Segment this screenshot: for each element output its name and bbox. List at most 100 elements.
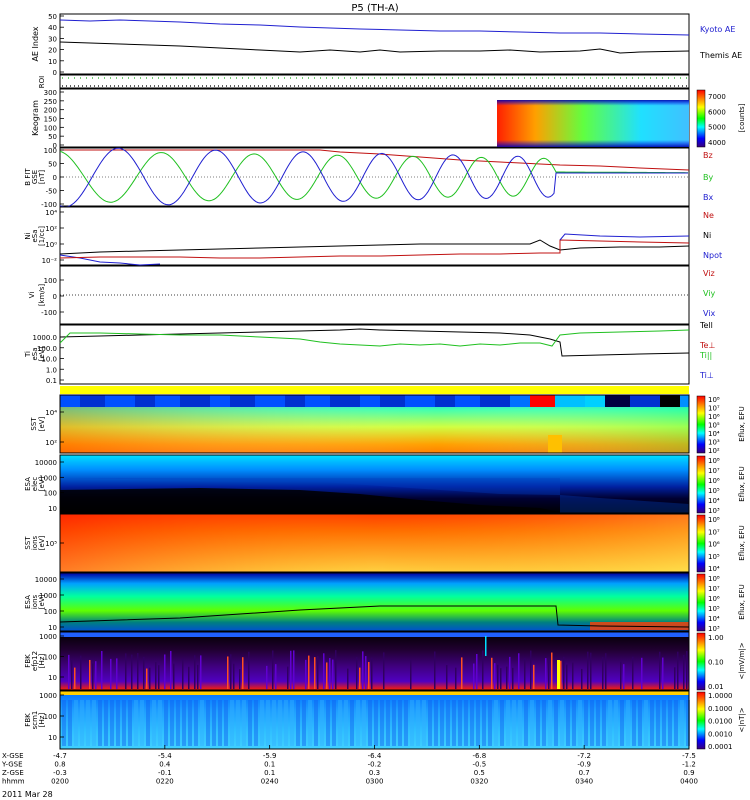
fbk-b-stripe — [266, 700, 270, 746]
fbk-e-stripe — [602, 657, 604, 689]
colorbar-tick-label: 10⁴ — [708, 615, 720, 623]
fbk-b-stripe — [404, 700, 408, 746]
fbk-e-stripe — [623, 664, 625, 689]
colorbar-tick-label: 0.1000 — [708, 705, 733, 713]
y-tick-label: 100 — [44, 713, 57, 721]
x-tick-label: -7.5 — [682, 752, 696, 760]
y-tick-label: 10² — [45, 225, 57, 233]
bfit-ylabel2: GSE — [31, 170, 39, 184]
fbk-e-stripe — [92, 663, 94, 689]
colorbar-tick-label: 10⁵ — [708, 422, 720, 430]
fbk-b-stripe — [536, 700, 540, 746]
y-tick-label: 10 — [48, 624, 57, 632]
colorbar-tick-label: 10⁷ — [708, 467, 720, 475]
fbk-e-stripe — [227, 656, 229, 689]
fbk-e-stripe — [491, 657, 493, 689]
fbk-e-stripe — [512, 667, 514, 689]
x-tick-label: -4.7 — [53, 752, 67, 760]
ni-panel: 10⁴ 10² 10⁰ 10⁻² Ni eSa [1/cc] Ne Ni Npot — [24, 206, 722, 266]
fbk-e-stripe — [497, 664, 499, 689]
sst-e-colorbar — [696, 395, 706, 454]
fbk-b-stripe — [152, 700, 156, 746]
fbk-b-stripe — [320, 700, 324, 746]
fbk-b-y-ticks: 1000 100 10 — [39, 692, 64, 742]
fbk-e-stripe — [572, 662, 574, 689]
ae-series-themis — [59, 41, 690, 54]
x-tick-label: 0300 — [366, 778, 384, 786]
fbk-e-stripe — [659, 651, 661, 689]
y-tick-label: 100 — [44, 654, 57, 662]
fbk-e-stripe — [239, 669, 241, 689]
bfit-legend-by: By — [703, 173, 713, 182]
roi-panel: ROI — [38, 74, 690, 89]
y-tick-label: -50 — [46, 188, 57, 196]
ni-frame — [59, 206, 690, 266]
fbk-e-stripe — [170, 650, 172, 689]
colorbar-tick-label: 10⁷ — [708, 405, 720, 413]
ni-series-ni — [59, 239, 690, 255]
sst-ion-panel: 10⁵ SST ions [eV] 10⁸ 10⁷ 10⁶ 10⁵ 10⁴ Eflux,… — [24, 513, 746, 573]
y-tick-label: 50 — [48, 13, 57, 21]
ti-ylabel2: eSa — [31, 347, 39, 360]
ni-series-ne — [59, 239, 690, 259]
fbk-b-stripe — [212, 700, 216, 746]
fbk-b-stripe — [374, 700, 378, 746]
sst-e-block — [660, 395, 680, 407]
fbk-b-stripe — [470, 700, 474, 746]
fbk-b-stripe — [584, 700, 588, 746]
ti-series-ti-par — [59, 329, 690, 347]
fbk-b-stripe — [458, 700, 462, 746]
keogram-colorbar-ticks: 7000 6000 5000 4000 — [708, 93, 726, 147]
fbk-e-stripe — [560, 660, 562, 689]
fbk-b-stripes — [62, 700, 690, 746]
fbk-e-stripe — [410, 659, 412, 689]
esa-e-colorbar — [696, 455, 706, 514]
fbk-b-spectrogram — [60, 691, 689, 749]
fbk-e-stripe — [371, 657, 373, 689]
y-tick-label: 1000 — [39, 633, 57, 641]
esa-e-dark-band — [60, 488, 560, 513]
ti-legend-tipar: Ti|| — [699, 351, 712, 360]
y-tick-label: 40 — [48, 24, 57, 32]
fbk-e-stripe — [197, 664, 199, 689]
sst-e-block — [530, 395, 555, 407]
sst-i-ylabel: SST — [24, 536, 32, 550]
fbk-b-stripe — [188, 700, 192, 746]
fbk-b-stripe — [104, 700, 108, 746]
fbk-b-stripe — [578, 700, 582, 746]
fbk-e-stripe — [557, 660, 560, 689]
fbk-e-stripe — [146, 668, 148, 689]
fbk-e-stripe — [587, 651, 589, 689]
sst-e-block — [285, 395, 305, 407]
fbk-b-stripe — [674, 700, 678, 746]
x-row-label: hhmm — [2, 778, 25, 786]
fbk-b-stripe — [620, 700, 624, 746]
colorbar-tick-label: 10³ — [708, 507, 720, 515]
x-tick-label: -0.5 — [472, 761, 486, 769]
fbk-b-stripe — [398, 700, 402, 746]
y-tick-label: 250 — [44, 98, 57, 106]
fbk-b-stripe — [146, 700, 150, 746]
fbk-e-stripe — [89, 659, 91, 689]
colorbar-tick-label: 10⁸ — [708, 457, 720, 465]
vi-panel: 100 0 -100 Vi [km/s] Viz Viy Vix — [28, 265, 716, 325]
fbk-e-stripe — [233, 663, 235, 689]
colorbar-tick-label: 10⁶ — [708, 413, 720, 421]
fbk-e-colorbar-ticks: 1.00 0.10 0.01 — [708, 634, 724, 691]
fbk-e-stripe — [461, 657, 463, 689]
fbk-b-stripe — [656, 700, 660, 746]
fbk-e-stripe — [272, 650, 274, 689]
ni-y-ticks: 10⁴ 10² 10⁰ 10⁻² — [42, 209, 64, 265]
fbk-b-stripe — [140, 700, 144, 746]
bfit-y-ticks: 100 50 0 -50 -100 — [41, 147, 64, 209]
fbk-e-spectrogram — [60, 632, 689, 690]
fbk-b-stripe — [230, 700, 234, 746]
fbk-b-stripe — [98, 700, 102, 746]
bfit-series-bx — [59, 147, 688, 208]
esa-e-y-ticks: 10000 1000 100 10 — [35, 459, 64, 513]
y-tick-label: 10⁵ — [45, 540, 57, 548]
x-row-label: Z-GSE — [2, 769, 24, 777]
